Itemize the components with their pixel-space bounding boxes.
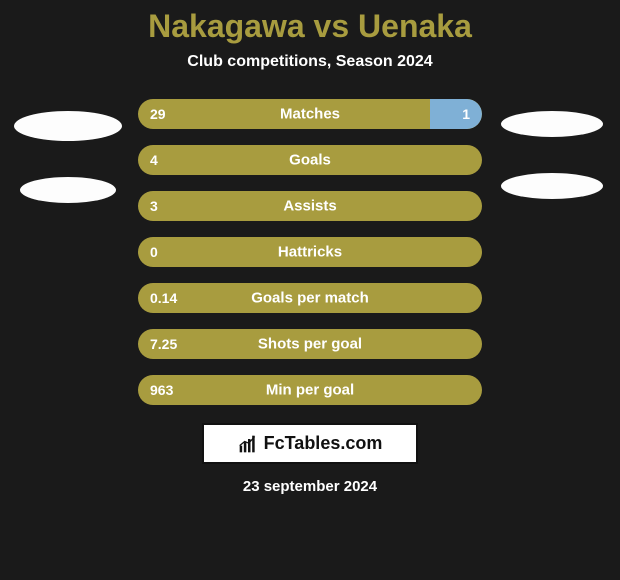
stat-row: 3 Assists [138,191,482,221]
stat-value-right: 1 [462,106,470,122]
stat-value-left: 0 [150,244,158,260]
comparison-infographic: Nakagawa vs Uenaka Club competitions, Se… [0,0,620,580]
avatar [20,177,116,203]
stat-label: Shots per goal [258,336,362,353]
chart-icon [238,434,258,454]
avatar [501,173,603,199]
stat-row: 963 Min per goal [138,375,482,405]
stats-area: 29 Matches 1 4 Goals 3 Assists 0 Hattricks 0.14 Go… [0,99,620,405]
date-label: 23 september 2024 [243,478,377,495]
avatar-column-right [492,99,612,199]
stat-label: Matches [280,106,340,123]
stat-row: 4 Goals [138,145,482,175]
stat-row: 29 Matches 1 [138,99,482,129]
avatar [501,111,603,137]
stat-value-left: 4 [150,152,158,168]
stat-value-left: 963 [150,382,173,398]
avatar-column-left [8,99,128,203]
stat-value-left: 7.25 [150,336,177,352]
avatar [14,111,122,141]
stat-label: Goals [289,152,331,169]
stat-label: Goals per match [251,290,369,307]
stat-label: Hattricks [278,244,342,261]
bar-right-fill [430,99,482,129]
stat-value-left: 3 [150,198,158,214]
stat-label: Min per goal [266,382,354,399]
stat-row: 7.25 Shots per goal [138,329,482,359]
stat-value-left: 0.14 [150,290,177,306]
stat-bars: 29 Matches 1 4 Goals 3 Assists 0 Hattricks 0.14 Go… [138,99,482,405]
subtitle: Club competitions, Season 2024 [187,53,432,71]
stat-value-left: 29 [150,106,166,122]
page-title: Nakagawa vs Uenaka [148,8,472,45]
stat-label: Assists [283,198,336,215]
stat-row: 0.14 Goals per match [138,283,482,313]
brand-badge: FcTables.com [202,423,419,464]
brand-text: FcTables.com [264,433,383,454]
stat-row: 0 Hattricks [138,237,482,267]
